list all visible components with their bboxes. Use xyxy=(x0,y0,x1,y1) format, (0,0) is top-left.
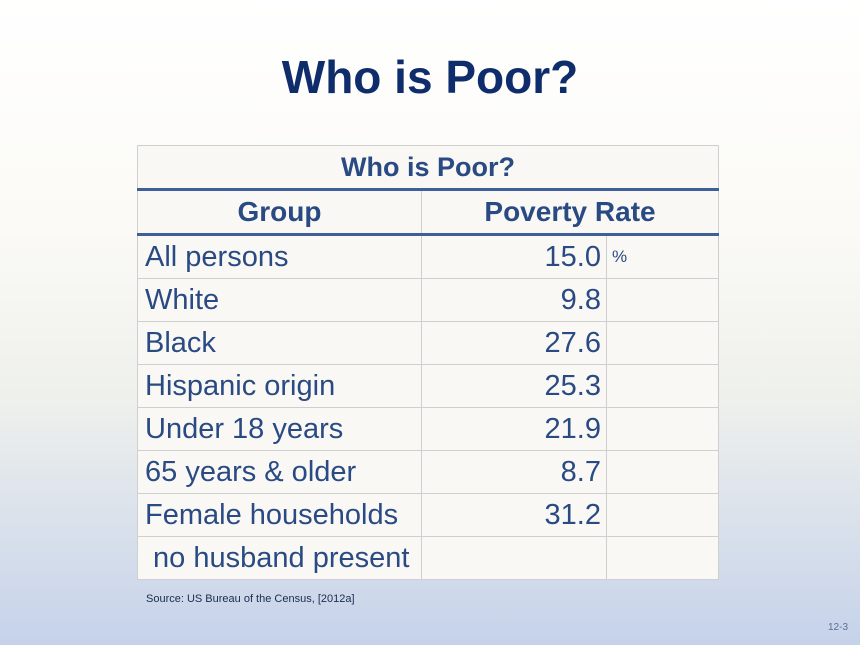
source-note: Source: US Bureau of the Census, [2012a] xyxy=(146,593,355,605)
group-cell: All persons xyxy=(137,234,422,279)
table-header-row: Group Poverty Rate xyxy=(137,189,719,236)
table-row: Female households 31.2 xyxy=(137,493,719,537)
table-caption-row: Who is Poor? xyxy=(137,145,719,191)
rate-cell: 27.6 xyxy=(421,321,607,365)
group-cell: Hispanic origin xyxy=(137,364,422,408)
slide-number: 12-3 xyxy=(827,622,848,633)
unit-cell xyxy=(606,536,719,580)
unit-cell xyxy=(606,407,719,451)
table-row: no husband present xyxy=(137,536,719,580)
group-cell: no husband present xyxy=(137,536,422,580)
table-row: All persons 15.0 % xyxy=(137,234,719,279)
group-cell: Under 18 years xyxy=(137,407,422,451)
group-cell: White xyxy=(137,278,422,322)
rate-cell xyxy=(421,536,607,580)
table-row: Hispanic origin 25.3 xyxy=(137,364,719,408)
rate-cell: 9.8 xyxy=(421,278,607,322)
unit-cell xyxy=(606,364,719,408)
rate-cell: 8.7 xyxy=(421,450,607,494)
group-cell: Female households xyxy=(137,493,422,537)
table-row: Under 18 years 21.9 xyxy=(137,407,719,451)
unit-cell: % xyxy=(606,234,719,279)
unit-cell xyxy=(606,321,719,365)
table-row: White 9.8 xyxy=(137,278,719,322)
column-header-poverty-rate: Poverty Rate xyxy=(421,189,719,236)
slide-title: Who is Poor? xyxy=(281,51,579,103)
rate-cell: 25.3 xyxy=(421,364,607,408)
rate-cell: 21.9 xyxy=(421,407,607,451)
unit-cell xyxy=(606,278,719,322)
table-caption: Who is Poor? xyxy=(137,145,719,191)
unit-cell xyxy=(606,493,719,537)
poverty-table: Who is Poor? Group Poverty Rate All pers… xyxy=(137,145,719,580)
rate-cell: 31.2 xyxy=(421,493,607,537)
table-row: Black 27.6 xyxy=(137,321,719,365)
rate-cell: 15.0 xyxy=(421,234,607,279)
table-row: 65 years & older 8.7 xyxy=(137,450,719,494)
group-cell: 65 years & older xyxy=(137,450,422,494)
unit-cell xyxy=(606,450,719,494)
group-cell: Black xyxy=(137,321,422,365)
column-header-group: Group xyxy=(137,189,422,236)
